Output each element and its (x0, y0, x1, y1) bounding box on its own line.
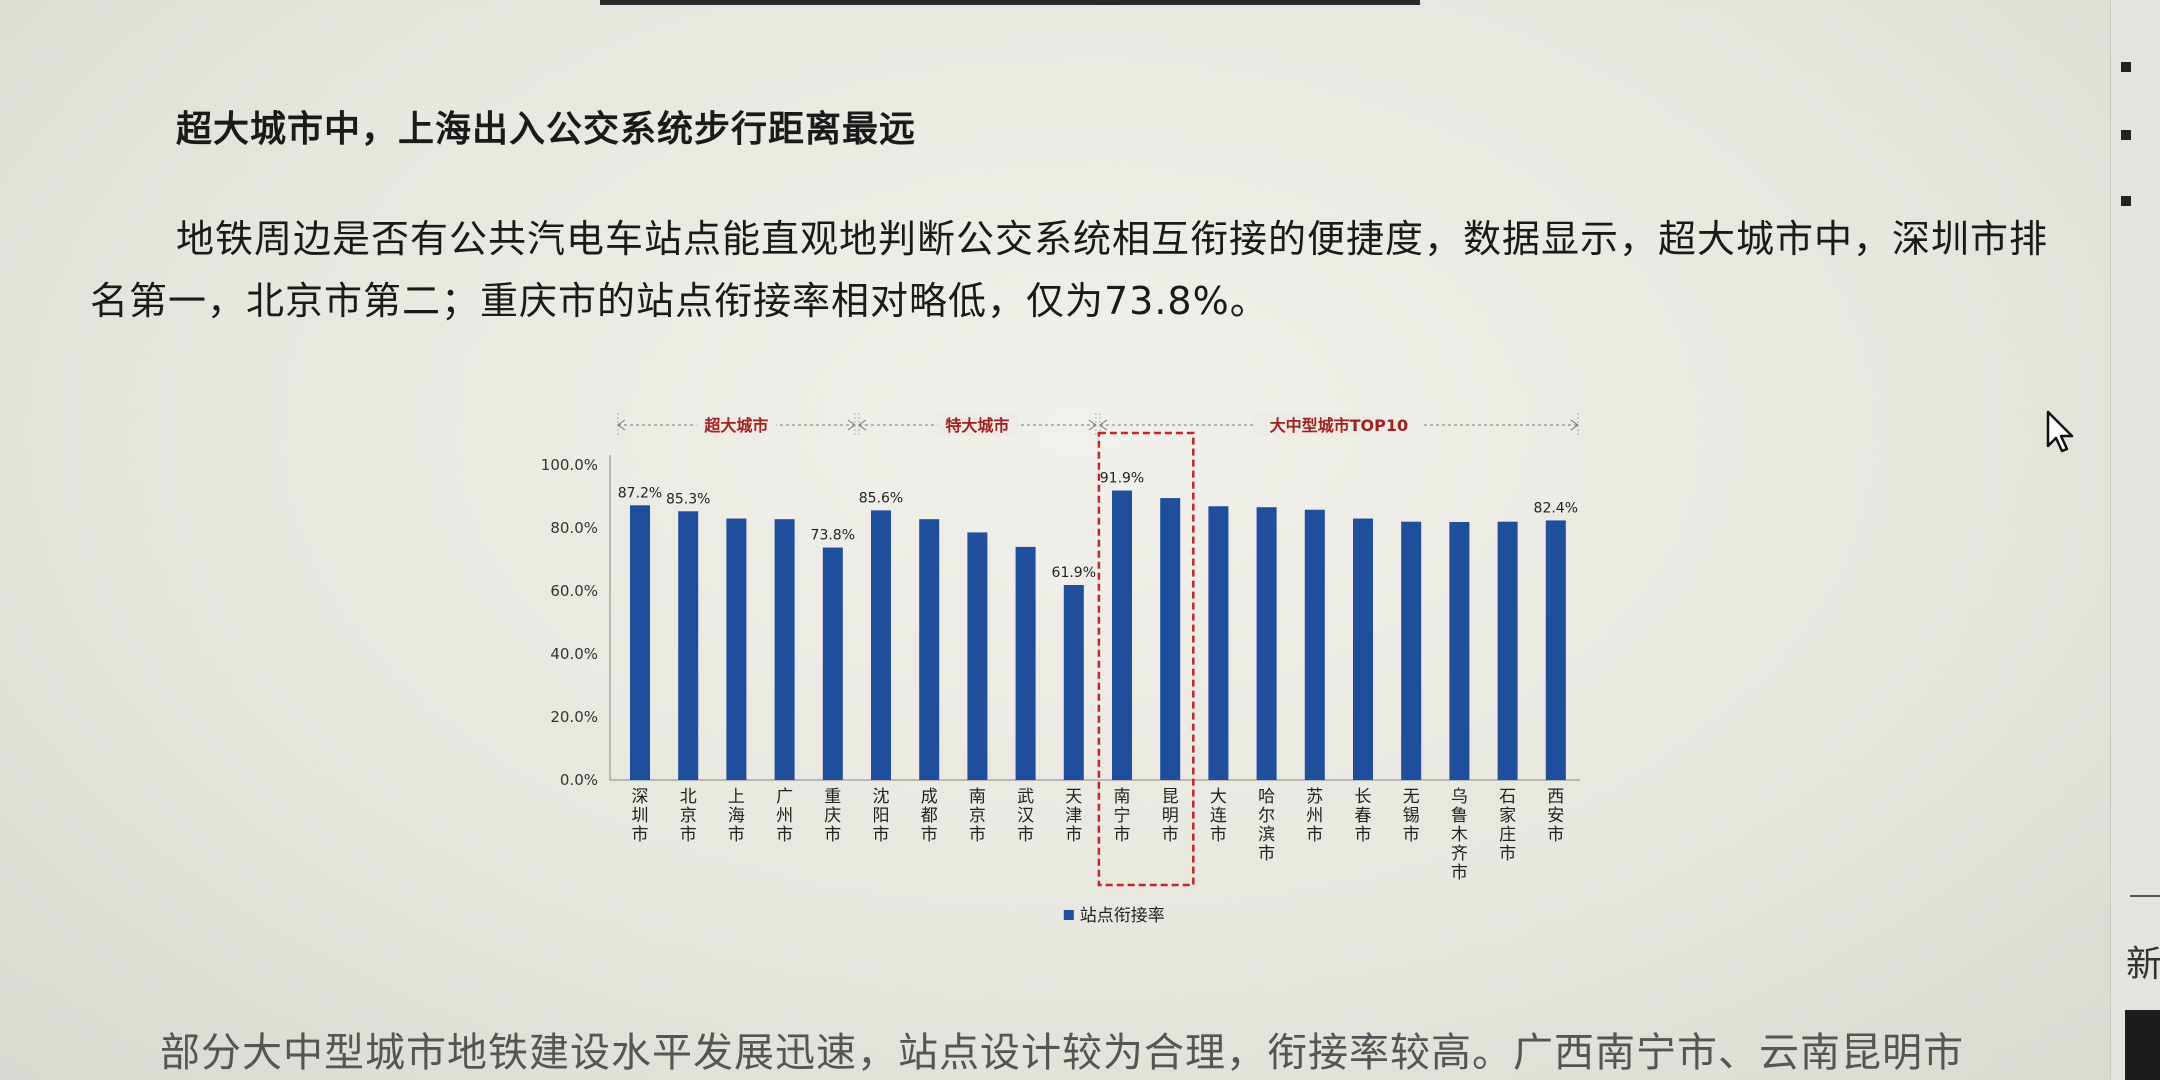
group-label: 大中型城市TOP10 (1270, 416, 1409, 435)
data-label: 85.3% (666, 491, 710, 507)
category-label: 石家庄市 (1499, 787, 1516, 864)
legend-swatch (1063, 910, 1074, 920)
group-label: 特大城市 (945, 416, 1009, 435)
bar (1160, 498, 1181, 780)
group-label-bg (1253, 412, 1424, 436)
bar (1545, 520, 1566, 780)
bar (630, 505, 650, 780)
category-label: 重庆市 (824, 787, 841, 845)
bullet-icon (2121, 196, 2131, 206)
data-label: 61.9% (1052, 565, 1096, 581)
category-label: 苏州市 (1306, 787, 1323, 845)
highlight-box (1097, 431, 1195, 887)
bar (1256, 507, 1277, 780)
legend: 站点衔接率 (1063, 906, 1165, 926)
category-label: 无锡市 (1403, 787, 1420, 845)
data-label: 73.8% (811, 528, 855, 544)
top-toolbar-edge (600, 0, 1420, 5)
category-label: 南宁市 (1114, 787, 1131, 845)
y-tick-label: 100.0% (541, 456, 598, 474)
bar (871, 510, 891, 780)
bar (1112, 490, 1132, 780)
y-tick-label: 20.0% (550, 708, 598, 726)
category-label: 天津市 (1065, 787, 1082, 845)
bar (1063, 585, 1084, 780)
bullet-icon (2121, 130, 2131, 140)
bar (1401, 521, 1422, 780)
bars (630, 490, 1566, 780)
side-dark-block (2125, 1010, 2160, 1080)
category-label: 长春市 (1355, 787, 1372, 845)
category-label: 武汉市 (1017, 787, 1034, 845)
data-label: 85.6% (859, 490, 903, 506)
category-label: 南京市 (969, 787, 986, 845)
bar (1304, 509, 1325, 780)
category-label: 乌鲁木齐市 (1451, 787, 1468, 883)
group-label: 超大城市 (703, 416, 768, 435)
category-label: 北京市 (680, 787, 697, 845)
bottom-paragraph: 部分大中型城市地铁建设水平发展迅速，站点设计较为合理，衔接率较高。广西南宁市、云… (160, 1030, 1964, 1076)
bar (678, 511, 699, 780)
bar (1015, 546, 1036, 780)
side-divider (2130, 895, 2160, 897)
side-new-label: 新 (2126, 944, 2160, 985)
body-paragraph: 地铁周边是否有公共汽电车站点能直观地判断公交系统相互衔接的便捷度，数据显示，超大… (90, 217, 2049, 323)
category-label: 深圳市 (632, 787, 649, 845)
data-labels: 87.2% 85.3% 73.8% 85.6% 61.9% 91.9% 82.4% (618, 471, 1578, 582)
mouse-cursor-icon (2046, 410, 2074, 453)
category-label: 昆明市 (1162, 787, 1179, 845)
legend-label: 站点衔接率 (1080, 906, 1165, 926)
y-tick-label: 80.0% (550, 519, 598, 537)
category-label: 大连市 (1210, 787, 1227, 845)
bar (1208, 506, 1229, 780)
bar (774, 519, 795, 780)
side-panel (2110, 0, 2160, 1080)
category-label: 广州市 (776, 787, 793, 845)
category-label: 哈尔滨市 (1258, 787, 1275, 864)
bar (1353, 518, 1373, 780)
group-headers: 超大城市 特大城市 大中型城市TOP10 (617, 412, 1579, 437)
bar (822, 547, 843, 780)
group-label-bg (696, 412, 777, 436)
bar (1449, 522, 1470, 780)
bar (1497, 521, 1518, 780)
y-tick-label: 40.0% (550, 645, 598, 663)
section-heading: 超大城市中，上海出入公交系统步行距离最远 (176, 109, 917, 150)
category-labels: 深圳市 北京市 上海市 广州市 重庆市 沈阳市 成都市 南京市 武汉市 天津市 南宁市 昆明市 大连市 哈… (632, 787, 1565, 883)
bar (726, 518, 747, 780)
data-label: 87.2% (618, 485, 662, 501)
group-label-bg (937, 412, 1018, 436)
data-label: 91.9% (1100, 471, 1144, 487)
bar (919, 519, 940, 780)
category-label: 西安市 (1547, 787, 1564, 845)
y-tick-label: 0.0% (560, 771, 598, 789)
highlight-rect (1097, 431, 1195, 887)
category-label: 沈阳市 (873, 787, 890, 845)
bullet-icon (2121, 62, 2131, 72)
data-label: 82.4% (1534, 500, 1578, 516)
category-label: 成都市 (921, 787, 938, 845)
y-tick-label: 60.0% (550, 582, 598, 600)
bar-chart: 超大城市 特大城市 大中型城市TOP10 0.0% 20.0% 40.0% 60.0% 80… (541, 412, 1580, 926)
category-label: 上海市 (728, 787, 745, 845)
bar (967, 532, 988, 780)
